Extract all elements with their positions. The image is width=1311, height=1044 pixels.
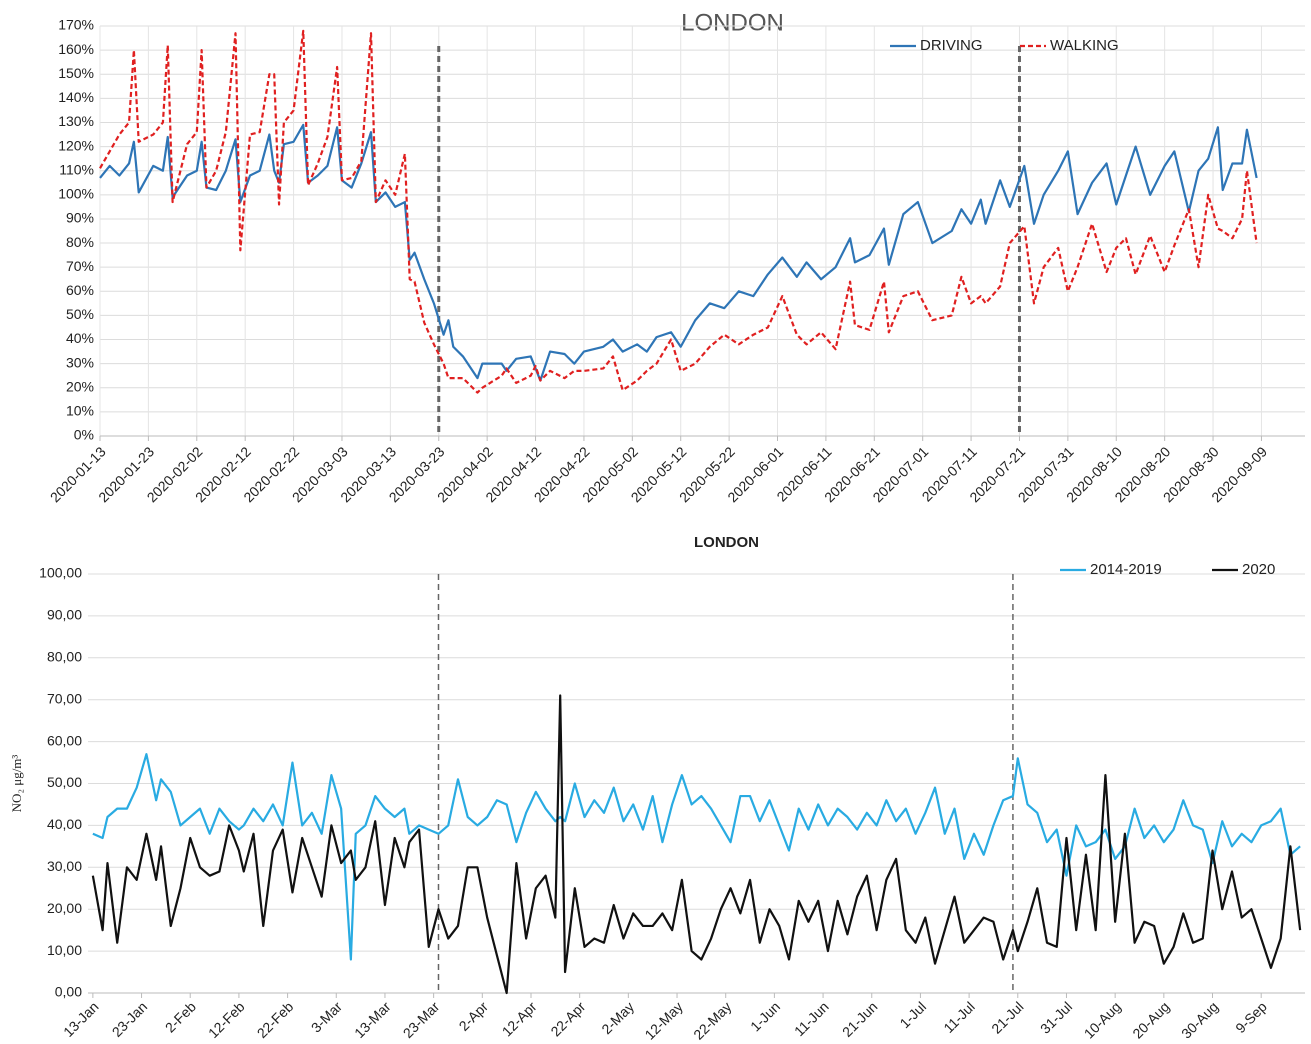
legend-label: 2020 — [1242, 561, 1275, 578]
x-tick-label: 2-May — [598, 998, 637, 1037]
data-line — [99, 29, 1258, 394]
y-tick-label: 100,00 — [39, 565, 82, 581]
y-tick-label: 40% — [66, 330, 94, 346]
x-tick-label: 23-Mar — [400, 998, 443, 1041]
y-tick-label: 0% — [74, 427, 94, 443]
x-tick-label: 2-Apr — [456, 998, 492, 1034]
y-tick-label: 70,00 — [47, 690, 82, 706]
x-tick-label: 1-Jul — [896, 998, 929, 1031]
x-tick-label: 20-Aug — [1129, 998, 1172, 1041]
x-tick-label: 21-Jun — [839, 998, 881, 1040]
y-tick-label: 120% — [58, 137, 94, 153]
x-tick-label: 21-Jul — [988, 998, 1026, 1036]
chart-title: LONDON — [694, 534, 759, 551]
x-tick-label: 23-Jan — [109, 998, 151, 1040]
y-tick-label: 30% — [66, 354, 94, 370]
x-tick-label: 12-Apr — [499, 998, 540, 1039]
y-tick-label: 70% — [66, 258, 94, 274]
y-tick-label: 60% — [66, 282, 94, 298]
data-line — [92, 753, 1301, 961]
y-tick-label: 20% — [66, 378, 94, 394]
y-tick-label: 50% — [66, 306, 94, 322]
y-tick-label: 60,00 — [47, 732, 82, 748]
y-tick-label: 100% — [58, 186, 94, 202]
y-tick-label: 90,00 — [47, 607, 82, 623]
legend-label: WALKING — [1050, 37, 1119, 54]
x-tick-label: 3-Mar — [308, 998, 345, 1035]
x-tick-label: 13-Jan — [60, 998, 102, 1040]
x-tick-label: 9-Sep — [1232, 998, 1270, 1036]
legend-label: DRIVING — [920, 37, 983, 54]
y-tick-label: 80% — [66, 234, 94, 250]
y-tick-label: 10,00 — [47, 942, 82, 958]
x-tick-label: 2-Feb — [162, 998, 199, 1035]
x-tick-label: 22-Apr — [547, 998, 588, 1039]
y-axis-label: NO₂ μg/m³ — [9, 755, 24, 813]
data-line — [91, 694, 1302, 995]
y-tick-label: 40,00 — [47, 816, 82, 832]
y-tick-label: 0,00 — [55, 984, 82, 1000]
x-tick-label: 12-Feb — [205, 998, 248, 1041]
y-tick-label: 140% — [58, 89, 94, 105]
y-tick-label: 150% — [58, 65, 94, 81]
x-tick-label: 30-Aug — [1178, 998, 1221, 1041]
x-tick-label: 1-Jun — [747, 998, 783, 1034]
y-tick-label: 50,00 — [47, 774, 82, 790]
y-tick-label: 160% — [58, 41, 94, 57]
x-tick-label: 13-Mar — [351, 998, 394, 1041]
y-tick-label: 90% — [66, 210, 94, 226]
chart-title: LONDON — [681, 9, 784, 36]
x-tick-label: 10-Aug — [1081, 998, 1124, 1041]
x-tick-label: 22-Feb — [254, 998, 297, 1041]
y-tick-label: 170% — [58, 17, 94, 33]
legend-label: 2014-2019 — [1090, 561, 1162, 578]
data-line — [99, 123, 1258, 382]
y-tick-label: 30,00 — [47, 858, 82, 874]
x-tick-label: 22-May — [690, 998, 734, 1042]
x-tick-label: 12-May — [641, 998, 685, 1042]
y-tick-label: 20,00 — [47, 900, 82, 916]
x-tick-label: 31-Jul — [1037, 998, 1075, 1036]
y-tick-label: 110% — [59, 161, 94, 177]
x-tick-label: 11-Jun — [791, 998, 832, 1039]
y-tick-label: 10% — [66, 403, 94, 419]
y-tick-label: 130% — [58, 113, 94, 129]
x-tick-label: 11-Jul — [940, 998, 978, 1036]
y-tick-label: 80,00 — [47, 649, 82, 665]
